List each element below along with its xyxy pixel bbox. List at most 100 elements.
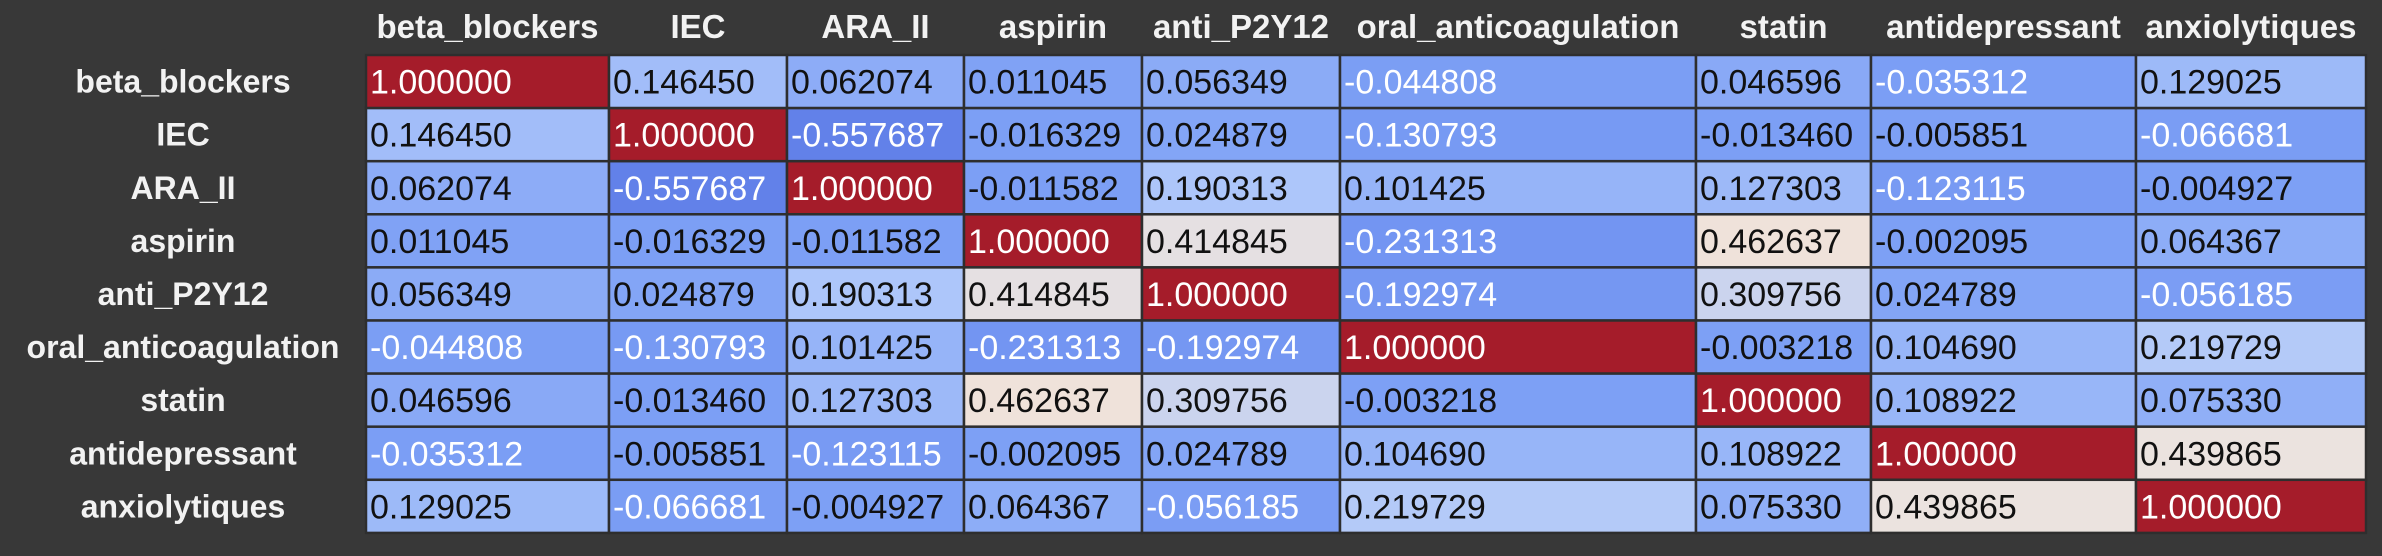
cell-value-label: -0.002095 [968,435,1121,473]
cell-value-label: 0.309756 [1700,276,1842,314]
cell-value-label: -0.016329 [968,117,1121,155]
heatmap-cell [607,372,789,428]
heatmap-cell [962,478,1144,535]
cell-value-label: -0.013460 [613,382,766,420]
cell-value-label: -0.004927 [2140,170,2293,208]
heatmap-cell [1338,425,1698,482]
cell-value-label: 0.024789 [1146,435,1288,473]
cell-value-label: -0.035312 [1875,64,2028,102]
cell-value-label: 1.000000 [791,170,933,208]
cell-value-label: 0.127303 [1700,170,1842,208]
row-header-IEC: IEC [156,117,209,153]
heatmap-cell [2134,478,2368,535]
row-header-anti_P2Y12: anti_P2Y12 [98,276,269,312]
cell-value-label: 0.024789 [1875,276,2017,314]
heatmap-cell [364,319,611,375]
cell-value-label: 1.000000 [1700,382,1842,420]
cell-value-label: 1.000000 [370,64,512,102]
cell-value-label: 0.062074 [791,64,933,102]
column-header-ARA_II: ARA_II [821,8,929,45]
heatmap-cell [607,319,789,375]
heatmap-cell [1869,53,2138,110]
row-header-antidepressant: antidepressant [69,435,297,471]
cell-value-label: 0.190313 [791,276,933,314]
cell-value-label: -0.056185 [2140,276,2293,314]
cell-value-label: 0.024879 [613,276,755,314]
heatmap-cell [962,425,1144,482]
cell-value-label: 1.000000 [968,223,1110,261]
cell-value-label: -0.005851 [613,435,766,473]
cell-value-label: -0.192974 [1146,329,1299,367]
column-header-anti_P2Y12: anti_P2Y12 [1153,8,1329,45]
cell-value-label: -0.003218 [1700,329,1853,367]
cell-value-label: 0.046596 [370,382,512,420]
cell-value-label: -0.044808 [370,329,523,367]
heatmap-cell [1338,266,1698,322]
heatmap-cells: 1.000000 0.146450 0.062074 0.011045 0.056349… [364,53,2368,535]
heatmap-cell [364,106,611,163]
heatmap-cell [1338,478,1698,535]
cell-value-label: -0.011582 [791,223,942,261]
cell-value-label: -0.056185 [1146,488,1299,526]
cell-value-label: 1.000000 [1344,329,1486,367]
cell-value-label: 0.219729 [2140,329,2282,367]
cell-value-label: -0.044808 [1344,64,1497,102]
cell-value-label: 0.075330 [1700,488,1842,526]
cell-value-label: 0.146450 [370,117,512,155]
cell-value-label: 0.064367 [2140,223,2282,261]
cell-value-label: 0.439865 [1875,488,2017,526]
heatmap-cell [1694,478,1873,535]
column-header-statin: statin [1739,8,1827,45]
cell-value-label: -0.003218 [1344,382,1497,420]
cell-value-label: 0.056349 [370,276,512,314]
cell-value-label: -0.123115 [1875,170,2026,208]
cell-value-label: 0.414845 [968,276,1110,314]
cell-value-label: 0.219729 [1344,488,1486,526]
cell-value-label: 0.439865 [2140,435,2282,473]
cell-value-label: -0.011582 [968,170,1119,208]
heatmap-cell [364,478,611,535]
cell-value-label: -0.123115 [791,435,942,473]
heatmap-cell [1869,319,2138,375]
row-header-ARA_II: ARA_II [131,170,236,206]
heatmap-cell [364,53,611,110]
cell-value-label: -0.231313 [1344,223,1497,261]
cell-value-label: 1.000000 [1146,276,1288,314]
heatmap-cell [2134,425,2368,482]
cell-value-label: 0.075330 [2140,382,2282,420]
column-header-antidepressant: antidepressant [1886,8,2121,45]
heatmap-cell [962,159,1144,216]
cell-value-label: -0.066681 [613,488,766,526]
cell-value-label: -0.557687 [613,170,766,208]
cell-value-label: 1.000000 [613,117,755,155]
row-header-aspirin: aspirin [131,223,236,259]
cell-value-label: 0.414845 [1146,223,1288,261]
heatmap-cell [607,478,789,535]
heatmap-cell [607,159,789,216]
cell-value-label: 0.062074 [370,170,512,208]
cell-value-label: -0.231313 [968,329,1121,367]
heatmap-cell [364,159,611,216]
heatmap-cell [1140,478,1342,535]
cell-value-label: 1.000000 [1875,435,2017,473]
cell-value-label: 1.000000 [2140,488,2282,526]
heatmap-cell [1140,106,1342,163]
heatmap-cell [364,425,611,482]
column-header-aspirin: aspirin [999,8,1107,45]
cell-value-label: -0.557687 [791,117,944,155]
heatmap-cell [1694,372,1873,428]
heatmap-cell [785,478,966,535]
cell-value-label: -0.002095 [1875,223,2028,261]
cell-value-label: 0.462637 [1700,223,1842,261]
heatmap-cell [2134,319,2368,375]
cell-value-label: 0.108922 [1875,382,2017,420]
cell-value-label: 0.129025 [370,488,512,526]
cell-value-label: -0.130793 [613,329,766,367]
column-header-oral_anticoagulation: oral_anticoagulation [1357,8,1680,45]
heatmap-cell [785,159,966,216]
column-header-anxiolytiques: anxiolytiques [2146,8,2357,45]
column-header-IEC: IEC [670,8,725,45]
cell-value-label: 0.011045 [968,64,1107,102]
cell-value-label: -0.013460 [1700,117,1853,155]
